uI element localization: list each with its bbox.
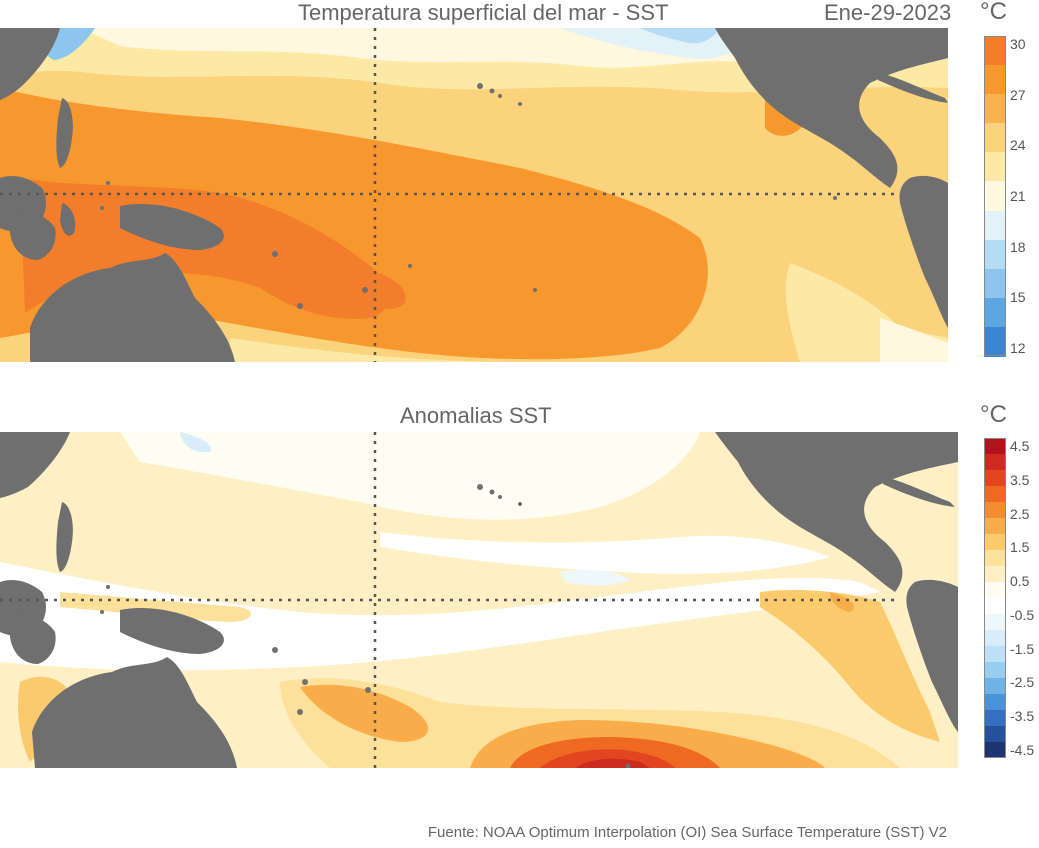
sst-land-north-america (715, 28, 948, 188)
sst-land-philippines (56, 98, 73, 168)
anomaly-colorbar-tick-label: 4.5 (1010, 438, 1030, 454)
anomaly-colorbar-tick-label: -4.5 (1010, 742, 1035, 758)
sst-colorbar-tick-label: 12 (1010, 340, 1026, 356)
anomaly-land-philippines (56, 502, 73, 572)
anomaly-map (0, 432, 958, 768)
sst-land-sulawesi (60, 203, 76, 236)
anomaly-colorbar-swatch (984, 454, 1006, 470)
sst-warm-29-south (360, 268, 406, 310)
anomaly-colorbar-swatch (984, 438, 1006, 454)
anomaly-colorbar-swatch (984, 534, 1006, 550)
sst-land-cuba (878, 73, 948, 103)
anomaly-colorbar-swatch (984, 486, 1006, 502)
anomaly-colorbar-swatch (984, 710, 1006, 726)
anomaly-colorbar-swatch (984, 502, 1006, 518)
sst-colorbar-swatch (984, 181, 1006, 212)
sst-map-title: Temperatura superficial del mar - SST (298, 0, 669, 25)
anomaly-colorbar-tick-label: -1.5 (1010, 640, 1035, 657)
anomaly-colorbar-tick-label: -3.5 (1010, 708, 1035, 725)
sst-land-new-guinea (120, 204, 224, 250)
sst-colorbar: 30 27 24 21 18 15 12 (984, 36, 1039, 357)
sst-colorbar-swatch (984, 152, 1006, 183)
sst-colorbar-tick-label: 24 (1010, 137, 1026, 154)
anomaly-warm-east (760, 590, 940, 742)
sst-colorbar-tick-label: 30 (1010, 36, 1026, 52)
anomaly-colorbar-swatch (984, 742, 1006, 758)
sst-land-pacific-islands (100, 83, 837, 309)
sst-land-south-america (899, 175, 948, 328)
anomaly-colorbar-tick-label: -2.5 (1010, 674, 1035, 691)
anomaly-colorbar-swatch (984, 694, 1006, 710)
sst-colorbar-tick-label: 18 (1010, 238, 1026, 255)
sst-colorbar-swatch (984, 326, 1006, 357)
anomaly-land-asia (0, 432, 70, 498)
anomaly-colorbar-tick-label: -0.5 (1010, 606, 1035, 623)
anomaly-colorbar-swatch (984, 566, 1006, 582)
anomaly-colorbar-swatch (984, 614, 1006, 630)
anomaly-land-pacific-islands (100, 484, 631, 768)
sst-band-south-pale (230, 338, 520, 362)
data-source-credit: Fuente: NOAA Optimum Interpolation (OI) … (427, 824, 947, 841)
anomaly-colorbar-swatch (984, 646, 1006, 662)
sst-date-label: Ene-29-2023 (824, 0, 952, 25)
sst-colorbar-swatch (984, 65, 1006, 96)
sst-colorbar-swatch (984, 94, 1006, 125)
anomaly-land-australia (32, 657, 237, 768)
anomaly-land-north-america (715, 432, 958, 592)
anomaly-cool-patch-2 (180, 432, 211, 453)
sst-map (0, 28, 948, 362)
anomaly-land-new-guinea (120, 608, 224, 654)
sst-colorbar-tick-label: 15 (1010, 289, 1026, 306)
sst-colorbar-tick-label: 21 (1010, 188, 1026, 204)
anomaly-neutral-north (120, 432, 700, 520)
anomaly-land-borneo (10, 615, 56, 664)
anomaly-colorbar-swatch (984, 726, 1006, 742)
anomaly-colorbar-tick-label: 0.5 (1010, 573, 1030, 590)
anomaly-unit-label: °C (980, 401, 1007, 428)
anomaly-colorbar: 4.5 3.5 2.5 1.5 0.5 -0.5 -1.5 -2.5 -3.5 -4.5 (984, 438, 1039, 758)
anomaly-colorbar-swatch (984, 470, 1006, 486)
sst-land-australia (30, 253, 235, 362)
sst-colorbar-swatch (984, 210, 1006, 241)
anomaly-warm-south-2 (300, 684, 429, 742)
sst-land-asia (0, 28, 60, 100)
anomaly-colorbar-swatch (984, 518, 1006, 534)
sst-colorbar-swatch (984, 123, 1006, 154)
anomaly-colorbar-tick-label: 3.5 (1010, 471, 1030, 488)
anomaly-colorbar-swatch (984, 662, 1006, 678)
anomaly-colorbar-swatch (984, 678, 1006, 694)
anomaly-colorbar-swatch (984, 550, 1006, 566)
anomaly-colorbar-swatch (984, 630, 1006, 646)
sst-colorbar-swatch (984, 268, 1006, 299)
anomaly-colorbar-swatch (984, 582, 1006, 598)
anomaly-land-south-america (906, 579, 958, 732)
anomaly-map-title: Anomalias SST (400, 403, 552, 428)
anomaly-colorbar-tick-label: 2.5 (1010, 505, 1030, 522)
anomaly-land-cuba (883, 477, 955, 507)
anomaly-warm-south-6 (575, 758, 650, 768)
sst-land-borneo (10, 211, 56, 260)
anomaly-colorbar-swatch (984, 598, 1006, 614)
sst-colorbar-swatch (984, 297, 1006, 328)
sst-band-north-blue (640, 28, 720, 44)
anomaly-warm-west (60, 592, 251, 622)
anomaly-cool-patch (560, 569, 630, 586)
sst-colorbar-swatch (984, 36, 1006, 66)
anomaly-neutral-band-2 (380, 532, 830, 574)
anomaly-warm-east-2 (830, 592, 854, 612)
sst-unit-label: °C (980, 0, 1007, 25)
sst-band-east-cream (880, 318, 948, 362)
sst-colorbar-tick-label: 27 (1010, 86, 1026, 103)
anomaly-colorbar-tick-label: 1.5 (1010, 539, 1030, 556)
sst-colorbar-swatch (984, 239, 1006, 270)
